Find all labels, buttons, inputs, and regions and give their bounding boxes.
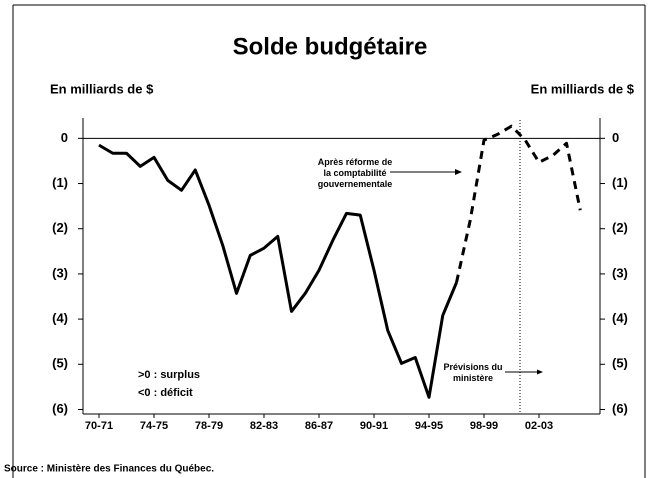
y2-tick-label: (4) [612,311,628,326]
chart-title: Solde budgétaire [233,33,428,60]
y2-tick-label: 0 [612,130,619,145]
y2-tick-label: (6) [612,401,628,416]
y-tick-label: (4) [52,311,68,326]
x-tick-label: 02-03 [525,420,553,432]
y-tick-label: (5) [52,356,68,371]
y2-axis-label: En milliards de $ [531,81,635,96]
annotation: Après réforme de la comptabilité gouvernem… [318,157,393,189]
y2-tick-label: (2) [612,220,628,235]
y-tick-label: (2) [52,220,68,235]
y-tick-label: (6) [52,401,68,416]
x-tick-label: 78-79 [195,420,223,432]
x-tick-label: 98-99 [470,420,498,432]
x-tick-label: 74-75 [140,420,168,432]
source: Source : Ministère des Finances du Québe… [4,464,214,475]
annotation: Prévisions du ministère [443,362,502,383]
line-series [98,143,458,399]
y2-tick-label: (5) [612,356,628,371]
x-tick-label: 86-87 [305,420,333,432]
annotation: >0 : surplus [138,369,200,381]
line-series [455,124,582,283]
y2-tick-label: (3) [612,265,628,280]
x-tick-label: 82-83 [250,420,278,432]
x-tick-label: 94-95 [415,420,443,432]
annotation-arrow [537,369,543,375]
y-tick-label: (1) [52,175,68,190]
annotation-arrow [455,169,462,175]
y2-tick-label: (1) [612,175,628,190]
annotation: <0 : déficit [138,387,193,399]
x-tick-label: 70-71 [85,420,113,432]
y-axis-label: En milliards de $ [50,81,154,96]
x-tick-label: 90-91 [360,420,388,432]
y-tick-label: (3) [52,265,68,280]
y-tick-label: 0 [61,130,68,145]
